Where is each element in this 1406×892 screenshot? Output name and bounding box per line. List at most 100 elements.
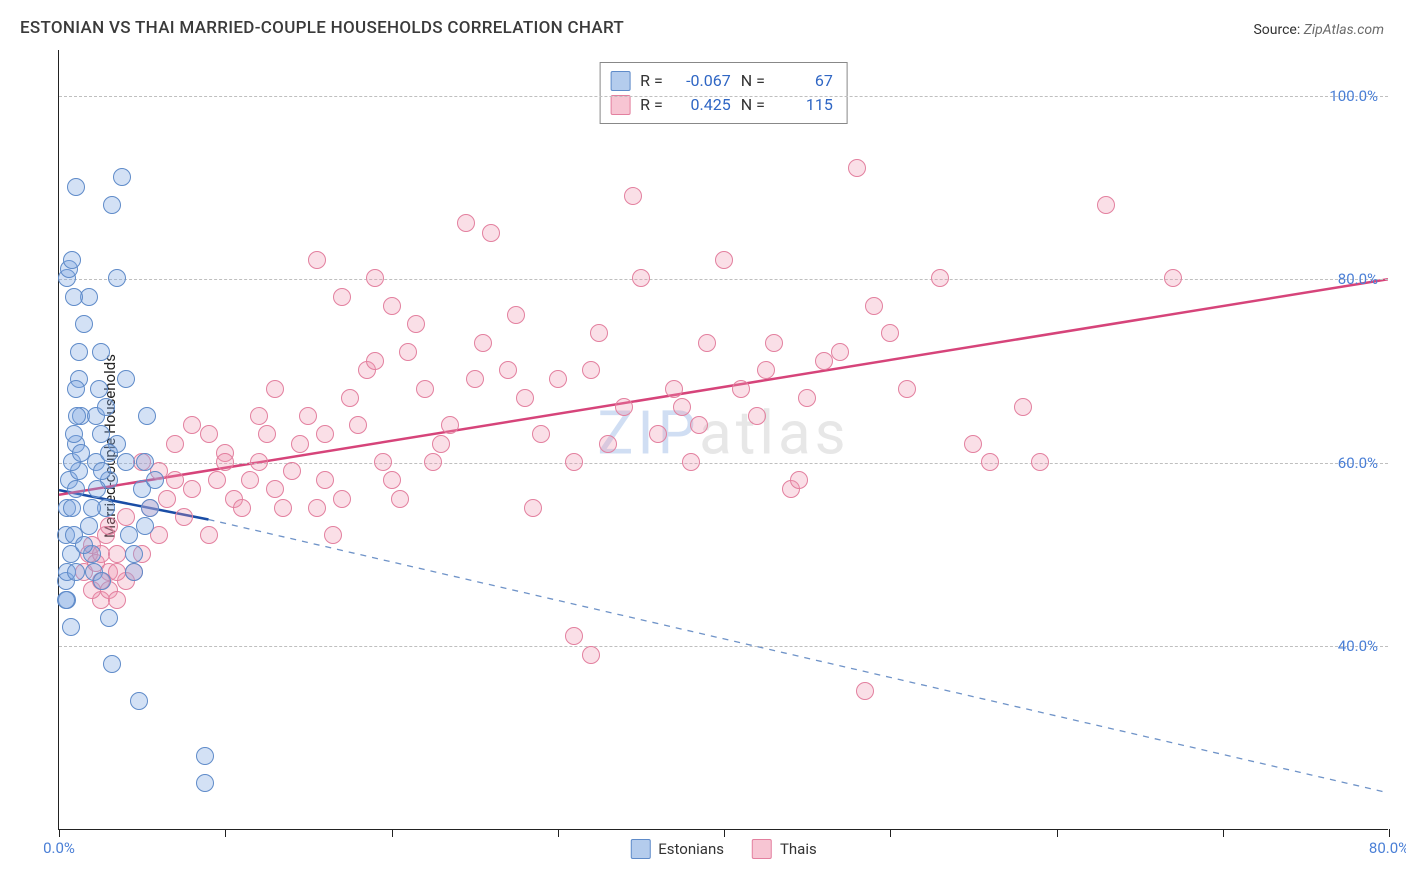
- scatter-point-thais: [931, 269, 949, 287]
- y-tick-label: 60.0%: [1338, 454, 1378, 472]
- x-tick: [1389, 829, 1390, 837]
- scatter-point-thais: [1031, 453, 1049, 471]
- scatter-point-thais: [316, 471, 334, 489]
- scatter-point-thais: [964, 435, 982, 453]
- scatter-point-thais: [757, 361, 775, 379]
- scatter-point-thais: [1097, 196, 1115, 214]
- legend-label-estonians: Estonians: [658, 840, 724, 858]
- scatter-point-thais: [291, 435, 309, 453]
- scatter-point-thais: [108, 545, 126, 563]
- scatter-point-thais: [108, 591, 126, 609]
- scatter-point-thais: [100, 517, 118, 535]
- x-tick: [890, 829, 891, 837]
- series-legend: Estonians Thais: [630, 839, 816, 859]
- correlation-row-estonians: R = -0.067 N = 67: [610, 69, 833, 93]
- scatter-point-thais: [856, 682, 874, 700]
- x-tick: [1057, 829, 1058, 837]
- scatter-point-estonians: [75, 536, 93, 554]
- scatter-point-thais: [457, 214, 475, 232]
- scatter-point-thais: [673, 398, 691, 416]
- x-tick: [392, 829, 393, 837]
- scatter-point-thais: [831, 343, 849, 361]
- legend-swatch-thais-icon: [752, 839, 772, 859]
- scatter-point-thais: [216, 453, 234, 471]
- gridline: [59, 96, 1388, 97]
- scatter-point-thais: [748, 407, 766, 425]
- gridline: [59, 279, 1388, 280]
- scatter-point-estonians: [125, 545, 143, 563]
- scatter-point-thais: [166, 471, 184, 489]
- scatter-point-estonians: [117, 370, 135, 388]
- scatter-point-estonians: [65, 425, 83, 443]
- n-label: N =: [741, 69, 765, 93]
- legend-swatch-estonians-icon: [630, 839, 650, 859]
- y-tick-label: 100.0%: [1329, 87, 1378, 105]
- scatter-point-thais: [474, 334, 492, 352]
- scatter-point-estonians: [75, 315, 93, 333]
- scatter-point-thais: [599, 435, 617, 453]
- scatter-point-thais: [308, 251, 326, 269]
- scatter-point-thais: [299, 407, 317, 425]
- y-tick-label: 80.0%: [1338, 270, 1378, 288]
- scatter-point-estonians: [93, 462, 111, 480]
- scatter-point-estonians: [67, 480, 85, 498]
- scatter-point-thais: [250, 407, 268, 425]
- scatter-point-estonians: [57, 591, 75, 609]
- scatter-point-thais: [283, 462, 301, 480]
- scatter-point-thais: [166, 435, 184, 453]
- scatter-point-thais: [732, 380, 750, 398]
- scatter-point-estonians: [113, 168, 131, 186]
- legend-label-thais: Thais: [780, 840, 817, 858]
- scatter-point-thais: [383, 471, 401, 489]
- scatter-point-estonians: [92, 343, 110, 361]
- scatter-point-estonians: [93, 572, 111, 590]
- scatter-point-thais: [698, 334, 716, 352]
- scatter-point-estonians: [196, 774, 214, 792]
- legend-item-thais: Thais: [752, 839, 817, 859]
- scatter-point-thais: [898, 380, 916, 398]
- n-value-estonians: 67: [775, 69, 833, 93]
- scatter-point-thais: [649, 425, 667, 443]
- scatter-point-thais: [582, 646, 600, 664]
- scatter-point-thais: [624, 187, 642, 205]
- scatter-point-thais: [441, 416, 459, 434]
- scatter-point-thais: [266, 480, 284, 498]
- scatter-point-estonians: [138, 407, 156, 425]
- scatter-point-estonians: [70, 343, 88, 361]
- scatter-point-thais: [416, 380, 434, 398]
- chart-container: ESTONIAN VS THAI MARRIED-COUPLE HOUSEHOL…: [0, 0, 1406, 892]
- scatter-point-thais: [200, 425, 218, 443]
- scatter-point-thais: [374, 453, 392, 471]
- scatter-point-thais: [383, 297, 401, 315]
- scatter-point-estonians: [100, 609, 118, 627]
- scatter-point-thais: [632, 269, 650, 287]
- scatter-point-thais: [582, 361, 600, 379]
- x-tick-label: 0.0%: [43, 839, 75, 857]
- watermark-atlas: atlas: [699, 397, 849, 468]
- scatter-point-estonians: [130, 692, 148, 710]
- scatter-point-thais: [499, 361, 517, 379]
- scatter-point-thais: [366, 352, 384, 370]
- scatter-point-estonians: [65, 288, 83, 306]
- scatter-point-estonians: [120, 526, 138, 544]
- scatter-point-thais: [565, 627, 583, 645]
- x-tick: [558, 829, 559, 837]
- scatter-point-thais: [1014, 398, 1032, 416]
- scatter-point-estonians: [67, 563, 85, 581]
- scatter-point-estonians: [90, 380, 108, 398]
- scatter-point-estonians: [63, 499, 81, 517]
- legend-item-estonians: Estonians: [630, 839, 724, 859]
- source-attribution: Source: ZipAtlas.com: [1253, 22, 1384, 38]
- scatter-point-estonians: [80, 517, 98, 535]
- scatter-point-estonians: [141, 499, 159, 517]
- x-tick: [225, 829, 226, 837]
- scatter-point-estonians: [125, 563, 143, 581]
- scatter-point-estonians: [103, 655, 121, 673]
- scatter-point-thais: [815, 352, 833, 370]
- scatter-point-thais: [615, 398, 633, 416]
- scatter-point-estonians: [136, 517, 154, 535]
- scatter-point-estonians: [63, 251, 81, 269]
- x-tick: [1223, 829, 1224, 837]
- scatter-point-thais: [183, 480, 201, 498]
- regression-lines: [59, 50, 1388, 829]
